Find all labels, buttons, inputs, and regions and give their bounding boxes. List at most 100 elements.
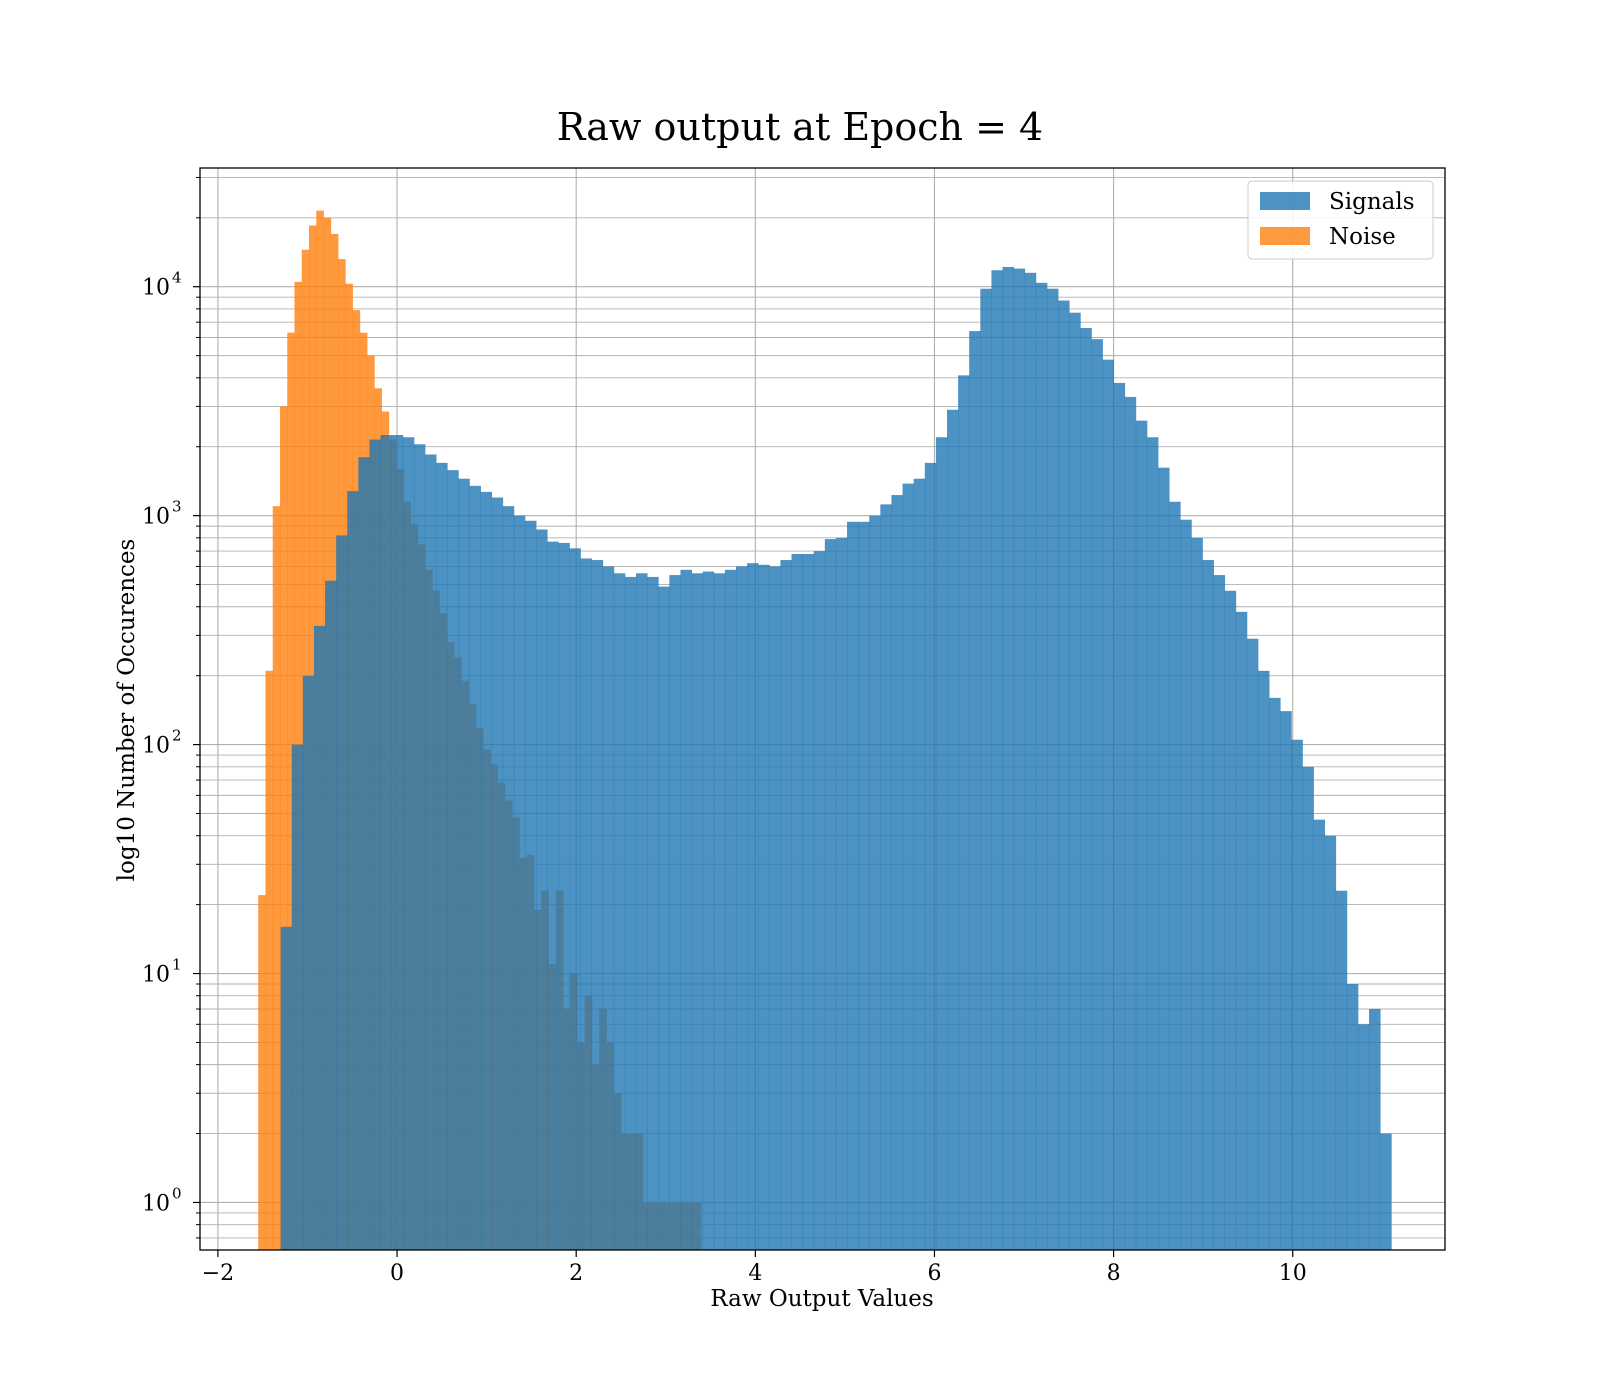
signal-bar (1135, 420, 1148, 1250)
signal-bar (513, 515, 526, 1250)
signal-bar (1069, 312, 1081, 1250)
noise-bar (265, 670, 274, 1250)
signal-bar (791, 553, 804, 1250)
signal-bar (1058, 300, 1070, 1250)
y-tick-label: 10 (142, 1191, 170, 1216)
signal-bar (1035, 282, 1048, 1250)
signal-bar (713, 573, 726, 1250)
signal-bar (847, 521, 859, 1250)
signal-bar (913, 478, 926, 1250)
y-axis-label: log10 Number of Occurences (114, 539, 140, 882)
signal-bar (313, 625, 326, 1250)
signal-bar (669, 575, 681, 1250)
signal-bar (1046, 288, 1059, 1250)
signal-bar (469, 485, 481, 1250)
signal-bar (935, 437, 948, 1250)
signal-bar (1146, 437, 1159, 1250)
signal-bar (1202, 560, 1214, 1250)
x-axis-label: Raw Output Values (710, 1286, 933, 1312)
x-tick-label: −2 (202, 1261, 234, 1286)
signal-bar (1369, 1008, 1381, 1250)
signal-bar (1246, 638, 1259, 1250)
signal-bar (702, 571, 715, 1250)
x-tick-label: 4 (748, 1261, 762, 1286)
signal-bar (524, 520, 537, 1250)
signal-bar (1180, 519, 1192, 1250)
signal-bar (691, 573, 704, 1250)
signal-bar (413, 444, 426, 1250)
signal-bar (1335, 890, 1348, 1250)
legend-swatch-signals (1260, 192, 1310, 210)
signal-bar (602, 566, 615, 1250)
signal-bar (624, 576, 637, 1250)
y-tick-label: 10 (142, 276, 170, 301)
signal-bar (302, 675, 315, 1250)
noise-bar (279, 406, 288, 1251)
signal-bar (391, 435, 404, 1251)
signal-bar (869, 515, 881, 1250)
signal-bar (802, 553, 815, 1250)
signal-bar (1280, 711, 1292, 1250)
signal-bar (735, 566, 748, 1250)
signal-bar (980, 288, 992, 1250)
y-tick-exponent: 1 (172, 956, 182, 974)
signal-bar (1113, 382, 1126, 1251)
plot-frame (199, 167, 1446, 1251)
y-tick-exponent: 2 (172, 727, 182, 745)
signal-bar (658, 586, 670, 1250)
signal-bar (613, 573, 626, 1250)
signal-bar (547, 541, 559, 1250)
signal-bar (1124, 396, 1137, 1251)
signal-bar (891, 495, 903, 1251)
x-tick-label: 0 (390, 1261, 404, 1286)
signal-bar (558, 542, 570, 1250)
signal-bar (769, 566, 781, 1250)
signal-bar (280, 926, 293, 1250)
signal-bar (291, 744, 304, 1250)
signal-bar (569, 548, 581, 1250)
y-tick-label: 10 (142, 963, 170, 988)
signal-bar (1013, 268, 1026, 1251)
noise-bar (287, 332, 295, 1250)
y-tick-exponent: 3 (172, 498, 182, 516)
legend-swatch-noise (1260, 227, 1310, 245)
y-tick-label: 10 (142, 505, 170, 530)
signal-bar (347, 491, 359, 1251)
signal-bar (780, 560, 792, 1250)
signal-bar (724, 569, 737, 1250)
signal-bar (1158, 467, 1170, 1251)
signal-bar (1080, 328, 1092, 1250)
signal-bar (835, 537, 848, 1250)
y-tick-exponent: 4 (172, 269, 182, 287)
x-tick-label: 8 (1107, 1261, 1121, 1286)
signal-bar (1213, 575, 1226, 1250)
signal-bar (1269, 697, 1281, 1250)
legend-label-signals: Signals (1329, 189, 1415, 215)
signal-bar (325, 580, 337, 1250)
signal-bar (491, 497, 504, 1250)
signal-bar (1380, 1133, 1392, 1250)
legend-label-noise: Noise (1329, 224, 1396, 250)
signal-bar (1024, 272, 1037, 1250)
signal-bar (1324, 835, 1337, 1250)
signal-bar (1002, 266, 1015, 1250)
signal-bar (813, 551, 826, 1250)
x-tick-label: 2 (569, 1261, 583, 1286)
signal-bar (1291, 739, 1303, 1250)
signal-bar (747, 563, 759, 1250)
noise-bar (258, 895, 266, 1250)
signal-bar (858, 521, 870, 1250)
signal-bar (958, 375, 970, 1250)
x-tick-label: 6 (927, 1261, 941, 1286)
signal-bar (991, 270, 1003, 1250)
signal-bar (647, 576, 659, 1250)
signal-bar (1257, 670, 1270, 1250)
signal-bar (458, 478, 470, 1250)
signal-bar (369, 439, 381, 1250)
signal-bar (1313, 819, 1326, 1250)
chart-title: Raw output at Epoch = 4 (557, 105, 1043, 149)
signal-bar (424, 454, 437, 1251)
signal-bar (402, 437, 415, 1250)
signal-bar (480, 491, 493, 1250)
